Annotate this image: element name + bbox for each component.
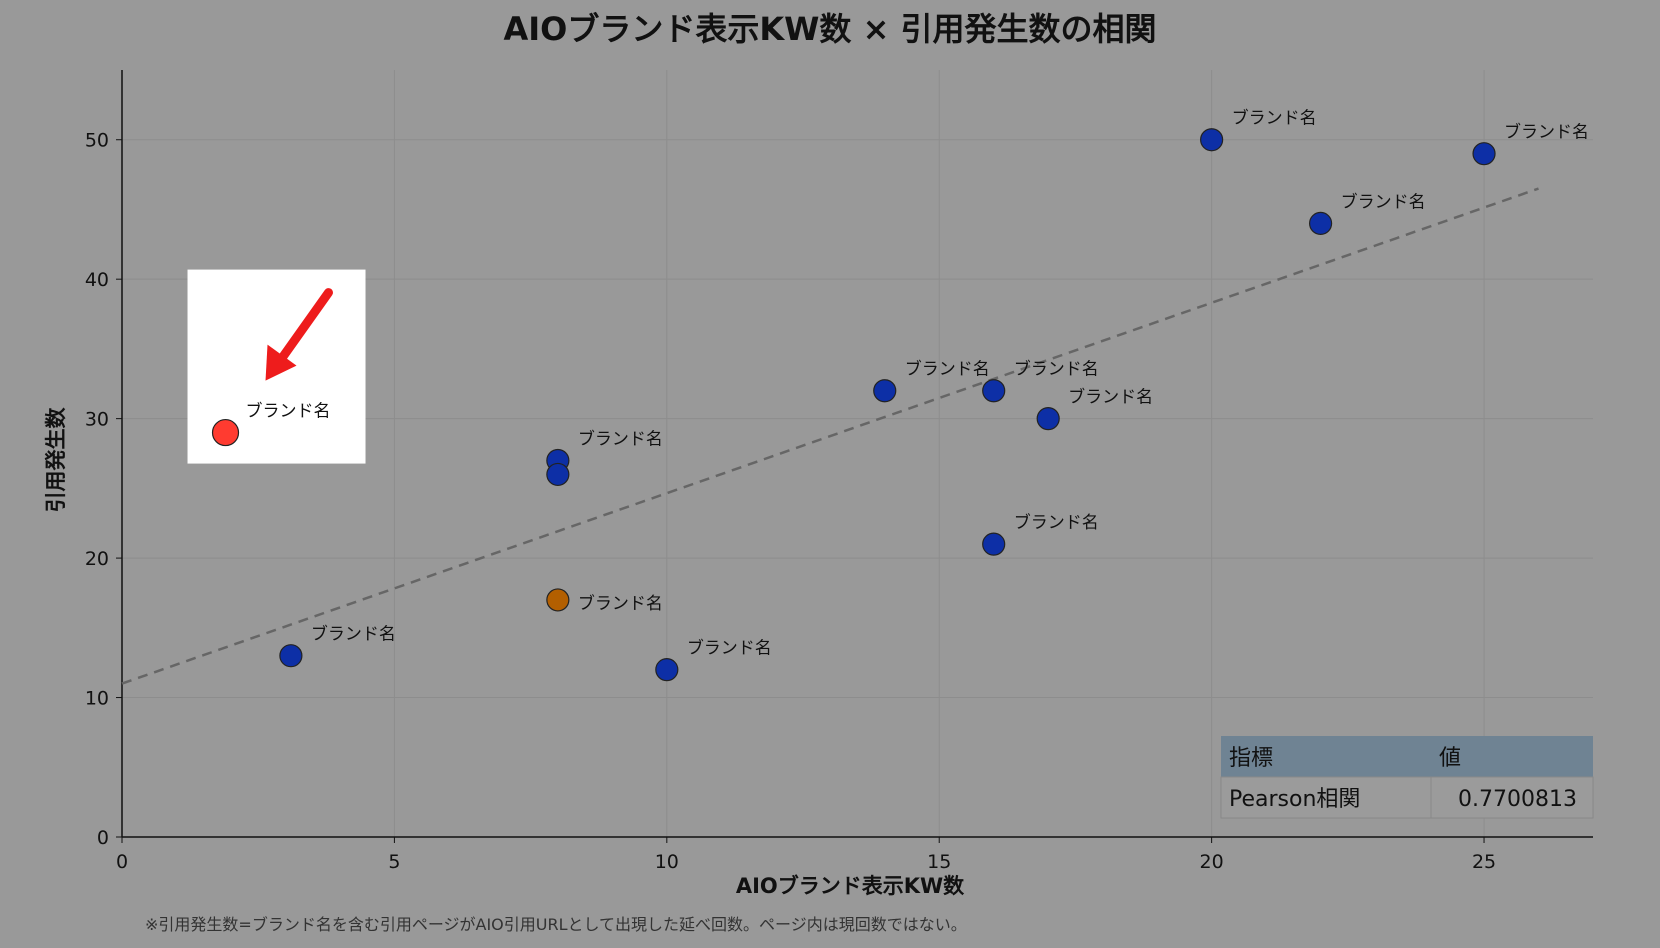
point-label: ブランド名: [1014, 359, 1099, 380]
x-tick-label: 15: [927, 851, 951, 873]
data-point: [279, 644, 303, 668]
data-point: [1036, 407, 1060, 431]
data-point: [982, 532, 1006, 556]
y-tick-label: 0: [97, 827, 109, 849]
x-tick-label: 5: [388, 851, 400, 873]
table-row-bg: [1220, 776, 1594, 819]
y-tick-label: 30: [85, 409, 109, 431]
x-tick-label: 0: [116, 851, 128, 873]
x-tick-label: 10: [655, 851, 679, 873]
chart-title: AIOブランド表示KW数 × 引用発生数の相関: [503, 10, 1156, 48]
data-point: [1308, 211, 1333, 235]
x-tick-label: 25: [1472, 851, 1496, 873]
data-point: [546, 462, 570, 487]
data-point: [546, 588, 570, 612]
point-label: ブランド名: [1068, 387, 1153, 408]
y-tick-label: 50: [85, 130, 109, 152]
data-point: [982, 379, 1006, 403]
y-axis-label: 引用発生数: [44, 407, 68, 513]
arrow-head: [265, 344, 297, 381]
arrow-icon: [265, 288, 334, 381]
point-label: ブランド名: [578, 593, 663, 614]
table-cell: Pearson相関: [1229, 787, 1360, 812]
table-header-bg: [1221, 736, 1593, 777]
data-point: [1200, 128, 1224, 152]
axes: [121, 70, 1593, 838]
table-header-cell: 値: [1439, 746, 1461, 771]
trend-line-group: [121, 187, 1539, 685]
point-label: ブランド名: [1232, 108, 1317, 129]
point-label: ブランド名: [246, 401, 331, 422]
data-point: [655, 658, 679, 682]
point-label: ブランド名: [1014, 512, 1099, 533]
y-tick-label: 10: [85, 688, 109, 710]
x-axis-label: AIOブランド表示KW数: [736, 874, 965, 898]
arrow-shaft: [275, 288, 334, 367]
ticks-layer: 0 5 10 15 20 25 0 10 20 30 40 50: [85, 130, 1496, 873]
footnote: ※引用発生数=ブランド名を含む引用ページがAIO引用URLとして出現した延べ回数…: [145, 915, 967, 934]
point-label: ブランド名: [311, 624, 396, 645]
point-label: ブランド名: [1504, 122, 1589, 143]
x-tick-label: 20: [1200, 851, 1224, 873]
point-label: ブランド名: [905, 359, 990, 380]
data-point: [1472, 142, 1496, 166]
y-tick-label: 40: [85, 269, 109, 291]
y-tick-label: 20: [85, 548, 109, 570]
data-point: [873, 379, 897, 403]
table-header-cell: 指標: [1229, 746, 1273, 771]
table-cell: 0.7700813: [1458, 787, 1577, 812]
stats-table: 指標 値 Pearson相関 0.7700813: [1220, 736, 1594, 819]
point-label: ブランド名: [1341, 191, 1426, 212]
point-label: ブランド名: [578, 428, 663, 449]
data-point: [211, 418, 240, 447]
trend-line: [121, 187, 1539, 685]
point-label: ブランド名: [687, 638, 772, 659]
